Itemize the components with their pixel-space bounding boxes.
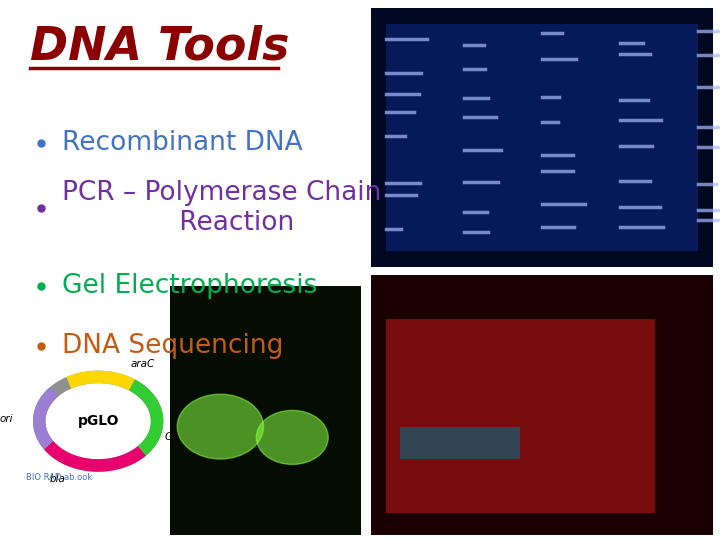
Bar [386,319,655,513]
Text: PCR – Polymerase Chain
              Reaction: PCR – Polymerase Chain Reaction [62,180,382,236]
Bar [170,286,361,535]
Text: DNA Tools: DNA Tools [30,24,289,69]
Text: pGLO: pGLO [78,414,119,428]
Text: DNA Sequencing: DNA Sequencing [62,333,284,359]
Circle shape [256,410,328,464]
Text: BIO RAD ab.ook: BIO RAD ab.ook [26,474,93,482]
Text: araC: araC [130,359,155,369]
Bar [386,24,698,251]
Text: Gel Electrophoresis: Gel Electrophoresis [62,273,318,299]
Text: Recombinant DNA: Recombinant DNA [62,130,303,156]
Text: ori: ori [0,414,13,423]
Text: bla: bla [50,474,66,484]
Bar [400,427,520,459]
Text: GFP: GFP [164,431,184,442]
Circle shape [177,394,264,459]
Bar [372,275,713,535]
Bar [372,8,713,267]
